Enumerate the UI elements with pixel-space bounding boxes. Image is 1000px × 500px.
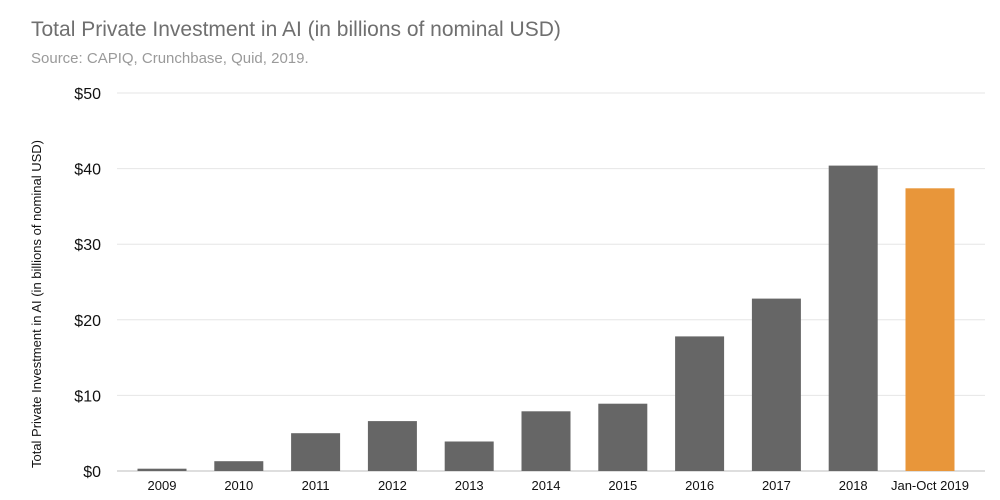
bar-2012 <box>367 421 417 471</box>
bar-2016 <box>675 336 725 471</box>
chart-subtitle: Source: CAPIQ, Crunchbase, Quid, 2019. <box>31 50 309 67</box>
bars <box>137 165 955 472</box>
x-axis-ticks: 2009 2010 2011 2012 2013 2014 2015 2016 2017 2018… <box>148 478 969 493</box>
x-tick-label: 2014 <box>532 478 561 493</box>
x-tick-label: 2011 <box>302 478 330 493</box>
y-axis-title: Total Private Investment in AI (in billi… <box>29 140 44 468</box>
bar-2011 <box>291 433 341 471</box>
bar-2014 <box>521 411 571 471</box>
y-axis-ticks: $0 $10 $20 $30 $40 $50 <box>74 86 101 481</box>
bar-2010 <box>214 461 264 471</box>
bar-jan-oct-2019 <box>905 188 955 472</box>
x-tick-label: 2009 <box>148 478 177 493</box>
y-tick-label: $30 <box>74 237 101 254</box>
x-tick-label: 2016 <box>685 478 714 493</box>
bar-2017 <box>751 298 801 471</box>
x-tick-label: 2015 <box>608 478 637 493</box>
x-tick-label: 2010 <box>224 478 253 493</box>
y-tick-label: $0 <box>83 464 101 481</box>
y-tick-label: $20 <box>74 313 101 330</box>
x-tick-label: 2013 <box>455 478 484 493</box>
x-tick-label: 2018 <box>839 478 868 493</box>
bar-2009 <box>137 468 187 471</box>
bar-2013 <box>444 441 494 471</box>
x-tick-label: 2017 <box>762 478 791 493</box>
x-tick-label: 2012 <box>378 478 407 493</box>
y-tick-label: $10 <box>74 388 101 405</box>
bar-2018 <box>828 165 878 471</box>
x-tick-label: Jan-Oct 2019 <box>891 478 969 493</box>
chart-title: Total Private Investment in AI (in billi… <box>31 18 561 41</box>
bar-2015 <box>598 403 648 471</box>
y-tick-label: $50 <box>74 86 101 103</box>
y-tick-label: $40 <box>74 162 101 179</box>
